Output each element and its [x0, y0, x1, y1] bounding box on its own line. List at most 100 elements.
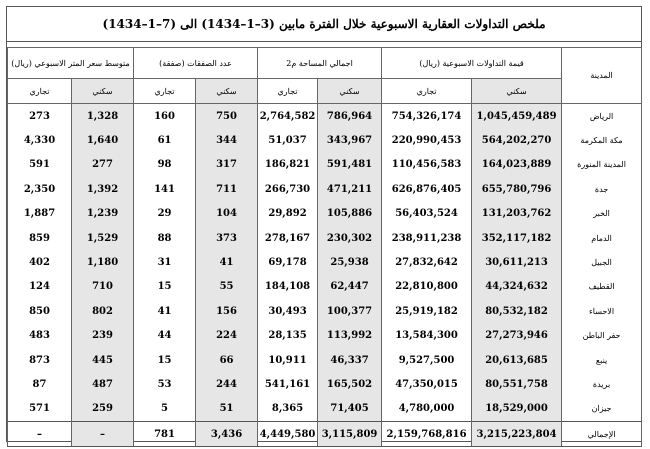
- row: بريدة 80,551,758 47,350,015 165,502 541,161 2…: [6, 372, 643, 397]
- cell: 850: [6, 299, 73, 324]
- cell: 66: [195, 347, 259, 373]
- subheader: سكني: [71, 78, 135, 104]
- cell: 141: [133, 177, 197, 202]
- cell: 710: [71, 274, 135, 300]
- cell: 373: [195, 225, 259, 251]
- cell: 873: [6, 347, 73, 373]
- cell: 1,239: [71, 201, 135, 226]
- city: الرياض: [561, 103, 643, 129]
- cell: 1,328: [71, 103, 135, 129]
- report: ملخص التداولات العقارية الاسبوعية خلال ا…: [6, 6, 643, 448]
- row: ينبع 20,613,685 9,527,500 46,337 10,911 66 15 4…: [6, 347, 643, 373]
- cell: 25,938: [317, 250, 383, 275]
- cell: 44: [133, 323, 197, 348]
- table: المدينة قيمة التداولات الاسبوعية (ريال) اج…: [6, 47, 643, 448]
- cell: 343,967: [317, 128, 383, 153]
- cell: 104: [195, 201, 259, 226]
- total-row: الإجمالي 3,215,223,804 2,159,768,816 3,115,…: [6, 421, 643, 448]
- cell: 46,337: [317, 347, 383, 373]
- cell: 859: [6, 225, 73, 251]
- city: الجبيل: [561, 250, 643, 275]
- total-cell: 3,115,809: [317, 421, 383, 448]
- cell: 571: [6, 396, 73, 422]
- cell: 88: [133, 225, 197, 251]
- cell: 402: [6, 250, 73, 275]
- row: جدة 655,780,796 626,876,405 471,211 266,730 7…: [6, 177, 643, 202]
- cell: 317: [195, 152, 259, 178]
- row: القطيف 44,324,632 22,810,800 62,447 184,108 5…: [6, 274, 643, 300]
- city: الخبر: [561, 201, 643, 226]
- cell: 71,405: [317, 396, 383, 422]
- subheader: تجاري: [6, 78, 73, 104]
- cell: 352,117,182: [471, 225, 563, 251]
- cell: 591,481: [317, 152, 383, 178]
- cell: 30,493: [257, 299, 319, 324]
- total-cell: 781: [133, 421, 197, 448]
- total-cell: –: [71, 421, 135, 448]
- total-label: الإجمالي: [561, 421, 643, 448]
- cell: 2,350: [6, 177, 73, 202]
- cell: 626,876,405: [381, 177, 473, 202]
- cell: 259: [71, 396, 135, 422]
- cell: 4,780,000: [381, 396, 473, 422]
- row: الخبر 131,203,762 56,403,524 105,886 29,892 1…: [6, 201, 643, 226]
- cell: 344: [195, 128, 259, 153]
- cell: 9,527,500: [381, 347, 473, 373]
- cell: 5: [133, 396, 197, 422]
- total-cell: 3,215,223,804: [471, 421, 563, 448]
- city: الاحساء: [561, 299, 643, 324]
- cell: 160: [133, 103, 197, 129]
- group-header: متوسط سعر المتر الاسبوعي (ريال): [6, 47, 135, 79]
- cell: 131,203,762: [471, 201, 563, 226]
- cell: 164,023,889: [471, 152, 563, 178]
- cell: 278,167: [257, 225, 319, 251]
- cell: 29,892: [257, 201, 319, 226]
- cell: 564,202,270: [471, 128, 563, 153]
- cell: 711: [195, 177, 259, 202]
- cell: 31: [133, 250, 197, 275]
- row: الرياض 1,045,459,489 754,326,174 786,964 2,7…: [6, 103, 643, 129]
- cell: 13,584,300: [381, 323, 473, 348]
- cell: 28,135: [257, 323, 319, 348]
- cell: 22,810,800: [381, 274, 473, 300]
- cell: 113,992: [317, 323, 383, 348]
- cell: 41: [195, 250, 259, 275]
- cell: 220,990,453: [381, 128, 473, 153]
- total-cell: 2,159,768,816: [381, 421, 473, 448]
- cell: 1,529: [71, 225, 135, 251]
- header-row: المدينة قيمة التداولات الاسبوعية (ريال) اج…: [6, 47, 643, 104]
- cell: 2,764,582: [257, 103, 319, 129]
- cell: 51,037: [257, 128, 319, 153]
- cell: 55: [195, 274, 259, 300]
- subheader: سكني: [471, 78, 563, 104]
- cell: 30,611,213: [471, 250, 563, 275]
- total-cell: 4,449,580: [257, 421, 319, 448]
- cell: 244: [195, 372, 259, 397]
- cell: 4,330: [6, 128, 73, 153]
- cell: 69,178: [257, 250, 319, 275]
- cell: 266,730: [257, 177, 319, 202]
- subheader: تجاري: [381, 78, 473, 104]
- cell: 61: [133, 128, 197, 153]
- subheader: سكني: [195, 78, 259, 104]
- city: حفر الباطن: [561, 323, 643, 348]
- subheader: تجاري: [133, 78, 197, 104]
- cell: 98: [133, 152, 197, 178]
- cell: 27,273,946: [471, 323, 563, 348]
- cell: 277: [71, 152, 135, 178]
- cell: 56,403,524: [381, 201, 473, 226]
- cell: 110,456,583: [381, 152, 473, 178]
- cell: 20,613,685: [471, 347, 563, 373]
- cell: 239: [71, 323, 135, 348]
- cell: 541,161: [257, 372, 319, 397]
- subheader-row: سكني تجاري سكني تجاري سكني تجاري سكني تجاري: [6, 78, 642, 104]
- cell: 1,045,459,489: [471, 103, 563, 129]
- cell: 47,350,015: [381, 372, 473, 397]
- cell: 224: [195, 323, 259, 348]
- cell: 80,532,182: [471, 299, 563, 324]
- cell: 100,377: [317, 299, 383, 324]
- city: القطيف: [561, 274, 643, 300]
- cell: 25,919,182: [381, 299, 473, 324]
- city: جيزان: [561, 396, 643, 422]
